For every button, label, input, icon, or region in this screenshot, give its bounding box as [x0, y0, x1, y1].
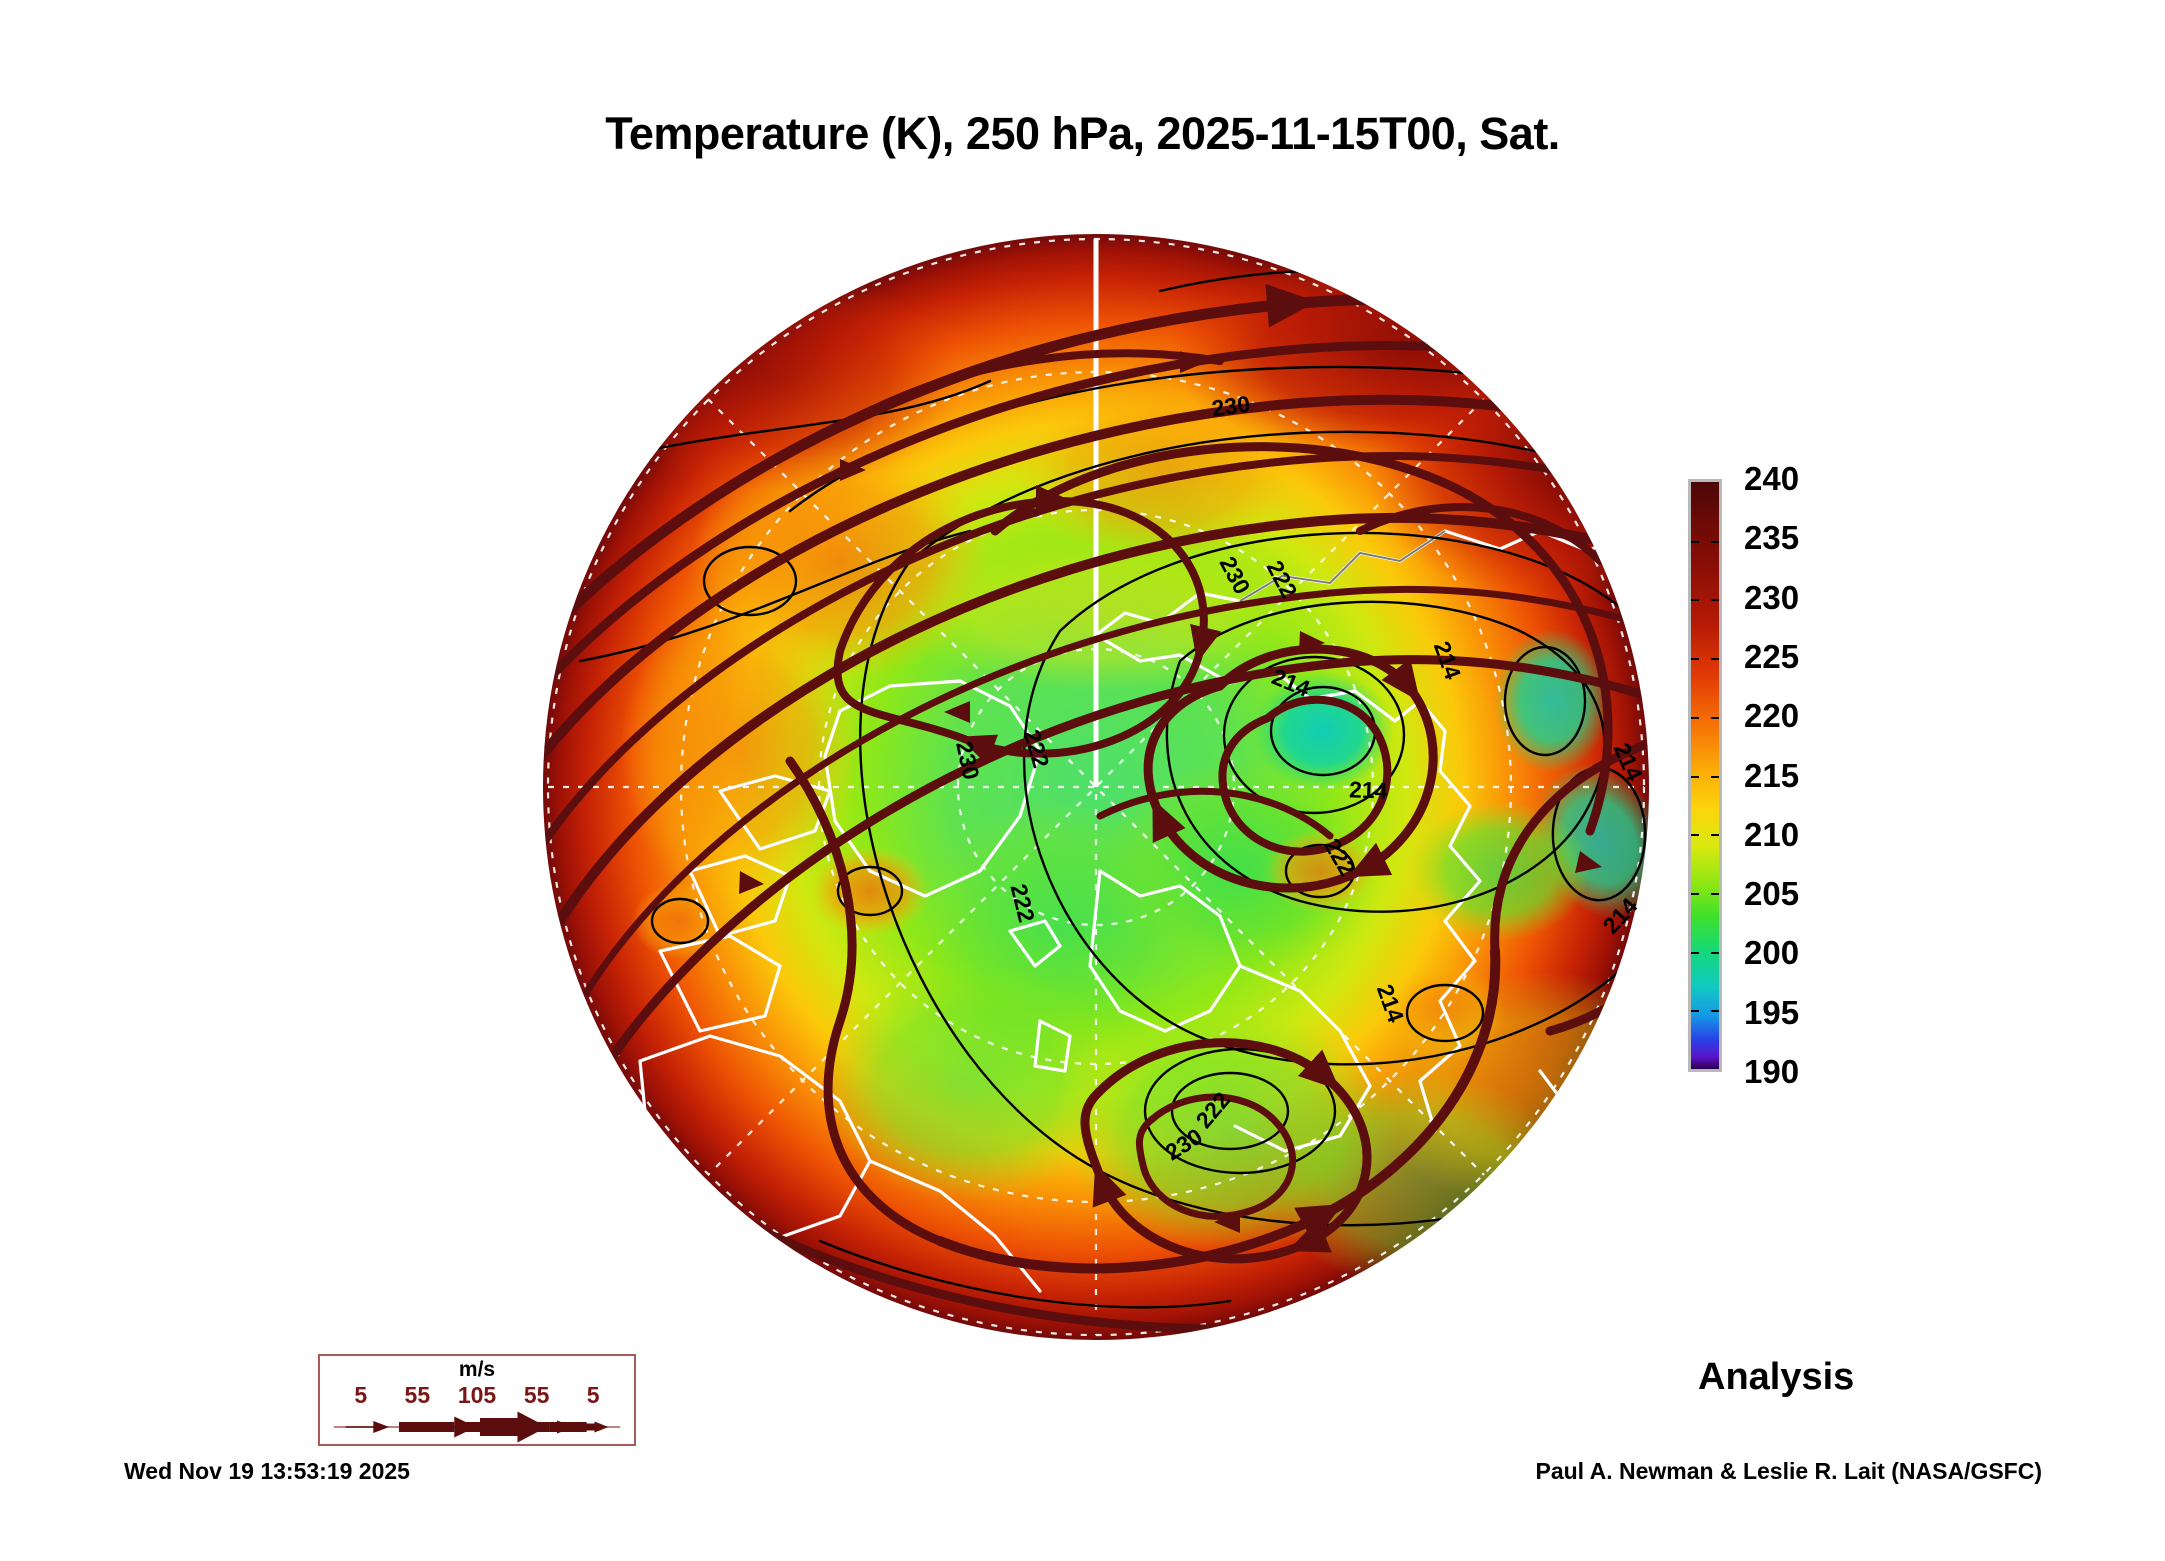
colorbar-tick-label: 225: [1744, 637, 1800, 675]
colorbar-tick-label: 235: [1744, 519, 1800, 557]
colorbar-tick: [1691, 599, 1699, 602]
colorbar-labels: 240 235 230 225 220 215 210 205 200 195 190: [1744, 460, 1854, 1090]
author-credit: Paul A. Newman & Leslie R. Lait (NASA/GS…: [1535, 1458, 2042, 1484]
colorbar-tick: [1711, 775, 1719, 778]
colorbar-tick-label: 240: [1744, 460, 1800, 497]
wind-units-label: m/s: [458, 1358, 496, 1381]
colorbar-tick-label: 195: [1744, 993, 1800, 1031]
coastlines-dark: [1239, 530, 1446, 602]
globe-outline: [541, 232, 1651, 1342]
colorbar-tick: [1691, 716, 1699, 719]
colorbar-tick: [1691, 834, 1699, 837]
map-content: [542, 233, 1650, 1341]
colorbar-tick: [1691, 775, 1699, 778]
polar-map[interactable]: 230 230 222 230 222 214 214 214 214 214 222 222 214 2…: [540, 231, 1652, 1343]
colorbar-tick-label: 200: [1744, 934, 1800, 972]
colorbar-tick: [1711, 834, 1719, 837]
colorbar-tick-label: 220: [1744, 697, 1800, 735]
colorbar-tick-label: 205: [1744, 875, 1800, 913]
colorbar-tick: [1711, 892, 1719, 895]
colorbar-tick-label: 210: [1744, 815, 1800, 853]
colorbar-tick: [1691, 540, 1699, 543]
contour-label: 214: [1349, 776, 1388, 803]
colorbar-tick: [1691, 892, 1699, 895]
colorbar-tick: [1711, 599, 1719, 602]
colorbar-tick-label: 230: [1744, 578, 1800, 616]
colorbar-tick: [1691, 951, 1699, 954]
contour-label: 230: [1210, 391, 1252, 422]
wind-speed-legend: m/s 5 55 105 55 5: [318, 1354, 636, 1446]
wind-arrow-scale: [333, 1411, 621, 1443]
colorbar-tick: [1691, 1010, 1699, 1013]
colorbar-tick-label: 190: [1744, 1053, 1800, 1090]
wind-legend-value: 5: [354, 1382, 368, 1408]
colorbar[interactable]: [1688, 479, 1722, 1072]
colorbar-tick: [1711, 1010, 1719, 1013]
wind-legend-value: 105: [457, 1382, 497, 1408]
colorbar-tick: [1711, 540, 1719, 543]
analysis-label: Analysis: [1698, 1356, 1855, 1398]
colorbar-tick-label: 215: [1744, 756, 1800, 794]
render-timestamp: Wed Nov 19 13:53:19 2025: [124, 1458, 410, 1484]
wind-legend-value: 55: [404, 1382, 431, 1408]
colorbar-tick: [1691, 658, 1699, 661]
colorbar-tick: [1711, 716, 1719, 719]
colorbar-tick: [1711, 658, 1719, 661]
wind-legend-value: 5: [586, 1382, 600, 1408]
page-title: Temperature (K), 250 hPa, 2025-11-15T00,…: [605, 108, 1560, 159]
wind-legend-value: 55: [523, 1382, 550, 1408]
colorbar-tick: [1711, 951, 1719, 954]
